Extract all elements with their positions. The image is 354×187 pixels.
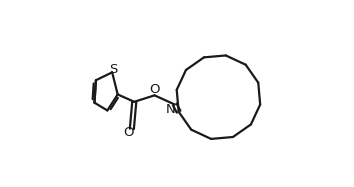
Text: S: S [109, 63, 118, 76]
Text: O: O [124, 126, 134, 139]
Text: O: O [149, 83, 160, 96]
Text: N: N [166, 103, 176, 116]
